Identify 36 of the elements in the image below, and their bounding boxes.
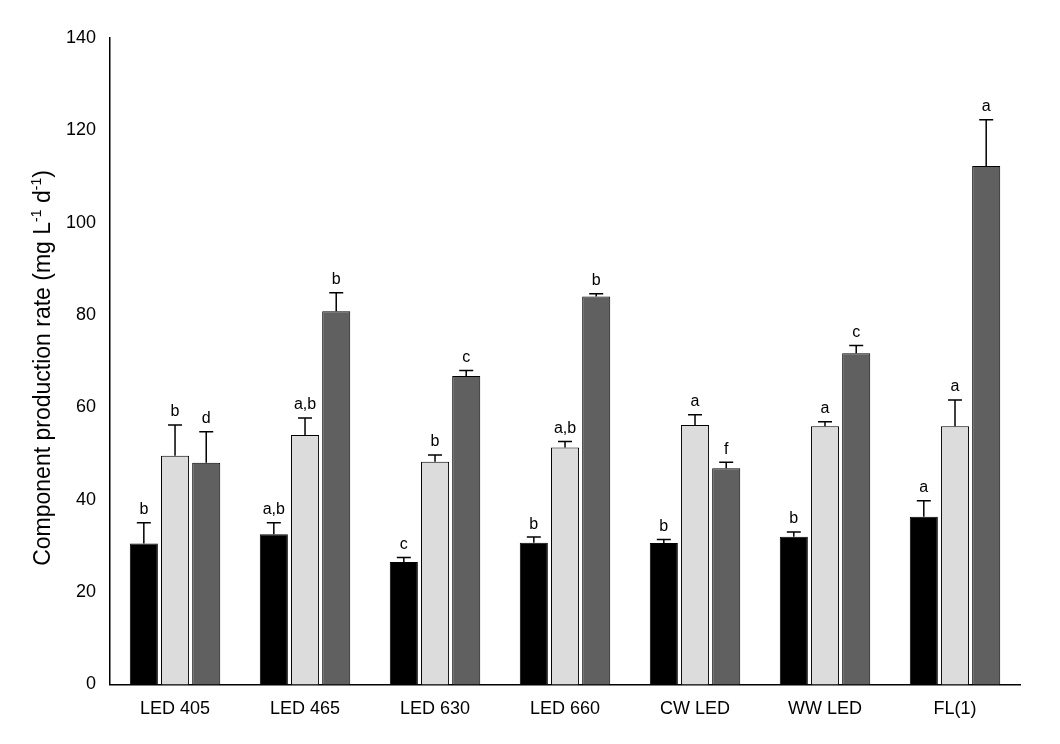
annotation: a,b: [293, 395, 317, 413]
annotation: b: [430, 432, 440, 450]
annotation: a: [981, 97, 991, 115]
annotation: a,b: [553, 418, 577, 436]
annotation: b: [529, 514, 539, 532]
y-tick-label: 20: [76, 581, 97, 602]
annotation: d: [201, 409, 211, 427]
y-tick-label: 100: [65, 211, 97, 232]
annotation: b: [789, 509, 799, 527]
y-tick-label: 60: [76, 396, 97, 417]
annotation: c: [399, 534, 408, 552]
y-tick-label: 0: [86, 673, 97, 694]
annotation: a,b: [262, 500, 286, 518]
annotation: a: [690, 392, 700, 410]
annotation: a: [820, 399, 830, 417]
y-tick-label: 140: [65, 26, 97, 47]
y-tick-label: 40: [76, 488, 97, 509]
x-tick-label: WW LED: [788, 698, 863, 719]
x-tick-label: CW LED: [660, 698, 731, 719]
y-tick-label: 80: [76, 304, 97, 324]
annotation: b: [591, 271, 601, 289]
annotation: b: [331, 270, 341, 288]
annotation: c: [852, 322, 861, 340]
annotation: b: [170, 402, 180, 420]
annotation: a: [950, 377, 960, 395]
x-tick-label: FL(1): [933, 698, 977, 719]
annotation: b: [139, 500, 149, 518]
y-tick-label: 120: [65, 119, 97, 140]
annotation: a: [919, 478, 929, 496]
annotation: f: [723, 439, 729, 457]
x-tick-label: LED 630: [399, 698, 471, 719]
x-tick-label: LED 405: [140, 698, 211, 719]
x-tick-label: LED 465: [269, 698, 341, 719]
annotation: b: [659, 516, 669, 534]
x-tick-label: LED 660: [529, 698, 601, 719]
annotation: c: [462, 347, 471, 365]
